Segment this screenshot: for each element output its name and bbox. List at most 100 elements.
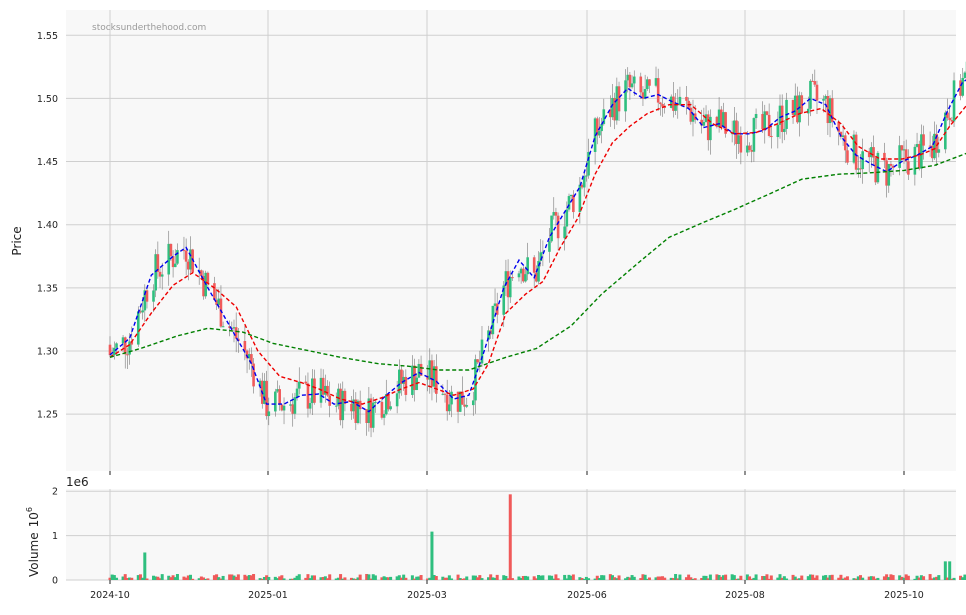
price-y-tick-label: 1.35 [37,283,58,294]
candle-body [326,386,329,396]
candle-body [526,257,529,274]
candle-body [461,392,464,405]
volume-bar [404,578,407,580]
volume-bar [557,578,560,580]
candle-body [265,381,268,416]
candle-body [685,97,688,101]
volume-y-label-exp: 6 [25,507,34,512]
candle-body [624,80,627,111]
volume-y-label: Volume 106 [25,507,41,577]
candle-body [174,264,177,267]
candle-body [335,406,338,407]
candle-body [124,337,127,354]
volume-bar [143,552,146,580]
volume-bar [709,575,712,580]
volume-bar [846,576,849,580]
volume-x-tick-label: 2025-01 [248,590,288,601]
candle-body [141,310,144,312]
volume-y-tick-label: 2 [52,487,58,498]
candle-body [511,277,514,278]
candle-body [598,131,601,135]
price-y-tick-label: 1.50 [37,94,58,105]
candle-body [448,404,451,411]
candle-body [374,402,377,403]
candle-body [444,394,447,395]
candle-body [313,379,316,403]
candle-body [509,277,512,297]
candle-body [185,251,188,262]
candle-body [278,389,281,405]
volume-bar [694,578,697,580]
volume-y-label-text: Volume [27,532,41,577]
volume-x-tick-label: 2024-10 [90,590,130,601]
volume-bar [328,574,331,580]
candle-body [115,343,118,347]
volume-bar [237,574,240,580]
volume-y-label-unit: 10 [27,512,41,527]
candle-body [474,359,477,400]
volume-bar [785,579,788,580]
volume-bar [430,532,433,580]
volume-bar [948,561,951,580]
price-plot-area [66,10,956,471]
volume-bar [876,578,879,580]
candle-body [152,290,155,301]
volume-bar [800,576,803,580]
candle-body [533,257,536,272]
price-y-tick-label: 1.25 [37,410,58,421]
volume-bar [922,576,925,580]
volume-bar [739,576,742,580]
candle-body [557,216,560,239]
volume-bar [191,579,194,580]
candle-body [113,348,116,355]
price-y-tick-label: 1.45 [37,157,58,168]
candle-body [861,151,864,169]
volume-bar [359,575,362,580]
volume-bar [755,574,758,580]
volume-bar [937,575,940,580]
volume-bar [480,578,483,580]
candle-body [938,149,941,152]
candle-body [659,103,662,104]
volume-bar [298,574,301,580]
volume-bar [633,577,636,580]
candle-body [518,273,521,277]
watermark: stocksunderthehood.com [92,23,206,33]
candle-body [550,216,553,242]
volume-bar [389,577,392,580]
candle-body [309,403,312,409]
candle-body [679,97,682,105]
volume-bar [587,578,590,580]
candle-body [396,393,399,406]
price-y-tick-label: 1.30 [37,347,58,358]
candle-body [639,77,642,93]
volume-bar [343,577,346,580]
candle-body [170,244,173,256]
svg-text:Volume106: Volume 106 [25,507,41,577]
volume-bar [435,576,438,580]
candle-body [766,111,769,115]
volume-bar [206,578,209,580]
volume-bar [944,561,947,580]
volume-bar [313,575,316,580]
volume-bar [861,578,864,580]
candle-body [161,274,164,276]
candle-body [359,401,362,409]
candle-body [961,78,964,96]
volume-bar [648,577,651,580]
price-x-ticks [110,471,904,475]
volume-bar [770,575,773,580]
volume-bar [420,575,423,580]
price-y-label: Price [10,226,24,255]
candle-body [587,152,590,176]
candle-body [770,136,773,137]
volume-y-tick-label: 1 [52,531,58,542]
volume-bar [618,575,621,580]
candle-body [809,81,812,109]
volume-bar [572,574,575,580]
candle-body [555,212,558,216]
candle-body [566,210,569,227]
price-y-ticks: 1.251.301.351.401.451.501.55 [37,31,58,421]
candle-body [755,114,758,118]
